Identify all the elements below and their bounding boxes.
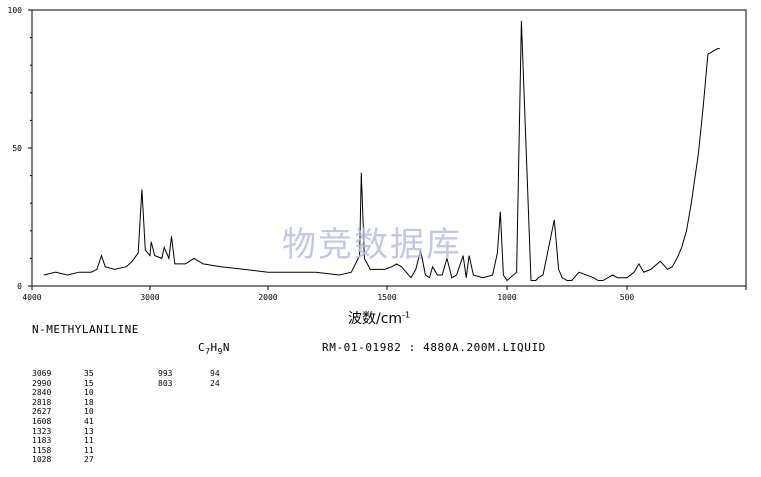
peak-intensity: 94 [210,369,240,379]
peak-wavenumber: 1323 [32,427,84,437]
peak-wavenumber: 993 [158,369,210,379]
peak-intensity: 41 [84,417,114,427]
peak-wavenumber: 3069 [32,369,84,379]
peak-intensity: 11 [84,436,114,446]
x-tick-label: 1500 [377,293,396,302]
peak-wavenumber: 1183 [32,436,84,446]
x-axis-label: 波数/cm-1 [348,308,410,328]
peak-intensity: 13 [84,427,114,437]
x-tick-label: 4000 [22,293,41,302]
x-axis-label-text: 波数/cm [348,311,402,327]
y-tick-label: 50 [12,144,22,153]
x-tick-label: 3000 [140,293,159,302]
x-tick-label: 1000 [497,293,516,302]
compound-name: N-METHYLANILINE [32,323,139,336]
peak-intensity: 18 [84,398,114,408]
y-tick-label: 0 [17,282,22,291]
peak-intensity: 11 [84,446,114,456]
peak-wavenumber: 1608 [32,417,84,427]
peak-wavenumber: 1028 [32,455,84,465]
y-axis: 100 50 0 [8,6,32,291]
peak-row: 160841 [32,417,114,427]
peak-row: 115811 [32,446,114,456]
peak-table-column-2: 9939480324 [158,369,240,388]
peak-row: 299015 [32,379,114,389]
peak-row: 284010 [32,388,114,398]
peak-wavenumber: 1158 [32,446,84,456]
peak-intensity: 10 [84,388,114,398]
peak-row: 102827 [32,455,114,465]
peak-wavenumber: 2627 [32,407,84,417]
formula-nitrogen: N [223,341,230,354]
watermark: 物竞数据库 [282,217,462,266]
peak-row: 99394 [158,369,240,379]
peak-row: 80324 [158,379,240,389]
peak-intensity: 10 [84,407,114,417]
peak-wavenumber: 2990 [32,379,84,389]
y-tick-label: 100 [8,6,23,15]
x-axis: 4000 3000 2000 1500 1000 500 [22,286,746,302]
peak-row: 262710 [32,407,114,417]
spectrum-reference: RM-01-01982 : 4880A.200M.LIQUID [322,341,546,354]
peak-wavenumber: 2840 [32,388,84,398]
x-tick-label: 2000 [258,293,277,302]
peak-table-column-1: 3069352990152840102818182627101608411323… [32,369,114,465]
peak-row: 132313 [32,427,114,437]
peak-intensity: 27 [84,455,114,465]
peak-intensity: 15 [84,379,114,389]
peak-intensity: 35 [84,369,114,379]
x-tick-label: 500 [620,293,635,302]
peak-intensity: 24 [210,379,240,389]
molecular-formula: C7H9N [198,341,230,356]
peak-row: 281818 [32,398,114,408]
peak-wavenumber: 803 [158,379,210,389]
peak-wavenumber: 2818 [32,398,84,408]
formula-hydrogen: H [210,341,217,354]
peak-row: 306935 [32,369,114,379]
peak-row: 118311 [32,436,114,446]
x-axis-label-superscript: -1 [402,310,410,319]
raman-spectrum-chart: 100500 40003000200015001000500 [0,0,761,320]
